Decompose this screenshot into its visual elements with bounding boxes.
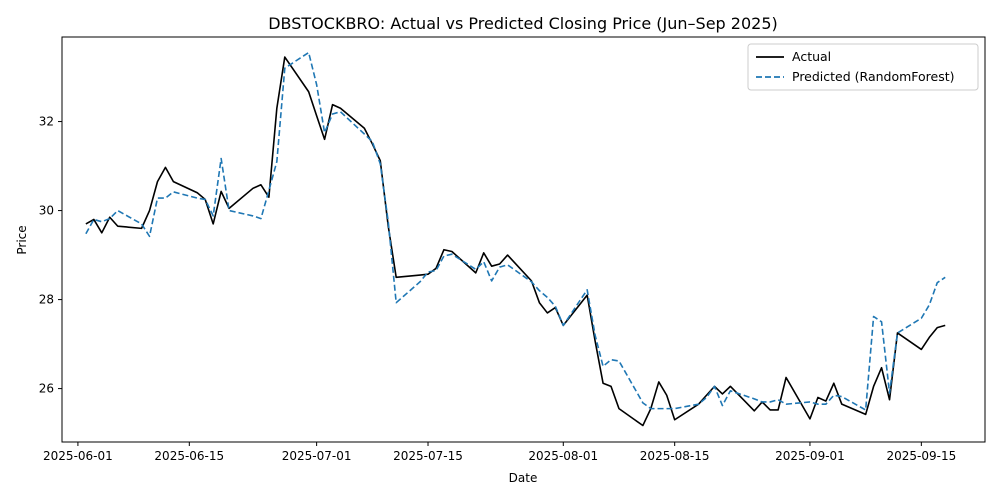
y-tick-label: 26 <box>39 382 54 396</box>
x-tick-label: 2025-06-01 <box>43 449 113 463</box>
x-axis: 2025-06-01 2025-06-15 2025-07-01 2025-07-15… <box>43 442 956 463</box>
legend-box <box>747 43 979 91</box>
y-tick-label: 28 <box>39 293 54 307</box>
chart-title: DBSTOCKBRO: Actual vs Predicted Closing … <box>268 14 778 33</box>
y-tick-label: 30 <box>39 204 54 218</box>
legend-label-predicted: Predicted (RandomForest) <box>792 69 955 84</box>
x-tick-label: 2025-06-15 <box>154 449 224 463</box>
series-line-actual <box>85 56 946 427</box>
legend: Actual Predicted (RandomForest) <box>747 43 979 91</box>
legend-label-actual: Actual <box>792 49 831 64</box>
y-axis: 26 28 30 32 <box>39 115 62 396</box>
y-tick-label: 32 <box>39 115 54 129</box>
plot-area <box>61 36 986 443</box>
x-tick-label: 2025-09-15 <box>886 449 956 463</box>
x-tick-label: 2025-07-15 <box>393 449 463 463</box>
series-layer <box>85 51 946 427</box>
x-tick-label: 2025-08-01 <box>528 449 598 463</box>
x-tick-label: 2025-08-15 <box>640 449 710 463</box>
x-axis-label: Date <box>509 471 538 485</box>
y-axis-label: Price <box>15 225 29 254</box>
series-line-predicted <box>85 51 946 411</box>
plot-frame <box>61 36 986 443</box>
x-tick-label: 2025-09-01 <box>775 449 845 463</box>
x-tick-label: 2025-07-01 <box>282 449 352 463</box>
